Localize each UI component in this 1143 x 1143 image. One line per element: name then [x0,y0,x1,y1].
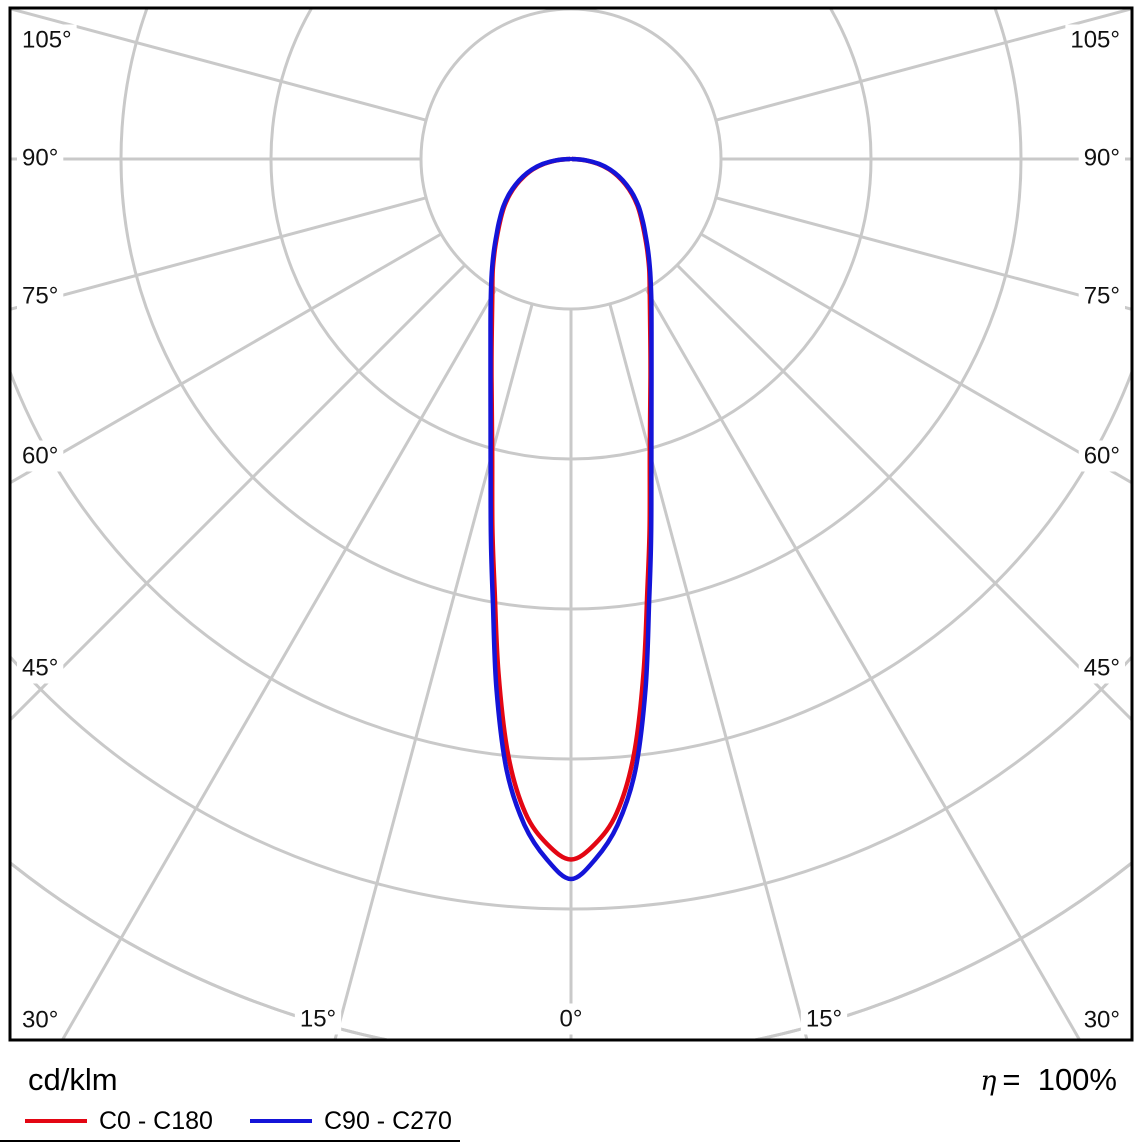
efficiency-label: η = 100% [980,1062,1117,1098]
bottom-divider-line [0,1140,460,1142]
legend-swatch-c90-c270 [250,1119,312,1123]
angle-label: 90° [1084,145,1120,172]
eta-symbol: η [980,1066,997,1097]
legend-item-c0-c180: C0 - C180 [25,1106,213,1136]
angle-label: 60° [1084,443,1120,470]
curve-c90-c270 [488,156,654,882]
intensity-curves [488,156,654,882]
angle-label: 105° [1070,27,1120,54]
angle-label: 15° [806,1006,842,1033]
angle-label: 0° [560,1006,583,1033]
legend-item-c90-c270: C90 - C270 [250,1106,452,1136]
angle-label: 75° [1084,283,1120,310]
angle-label: 15° [300,1006,336,1033]
angle-label: 60° [22,443,58,470]
legend-label-c0-c180: C0 - C180 [99,1106,213,1135]
angle-label: 45° [1084,655,1120,682]
angle-labels: 105° 90° 75° 60° 45° 30° 105° 90° 75° 60° 45° 30° 15… [17,24,1125,1036]
units-label: cd/klm [28,1062,118,1097]
angle-label: 105° [22,27,72,54]
angle-label: 75° [22,283,58,310]
angle-label: 45° [22,655,58,682]
plot-border [8,6,1134,1042]
legend-label-c90-c270: C90 - C270 [324,1106,452,1135]
angle-label: 90° [22,145,58,172]
angle-label: 30° [22,1007,58,1034]
angle-label: 30° [1084,1007,1120,1034]
efficiency-value: = 100% [1002,1062,1117,1097]
legend-swatch-c0-c180 [25,1119,87,1123]
